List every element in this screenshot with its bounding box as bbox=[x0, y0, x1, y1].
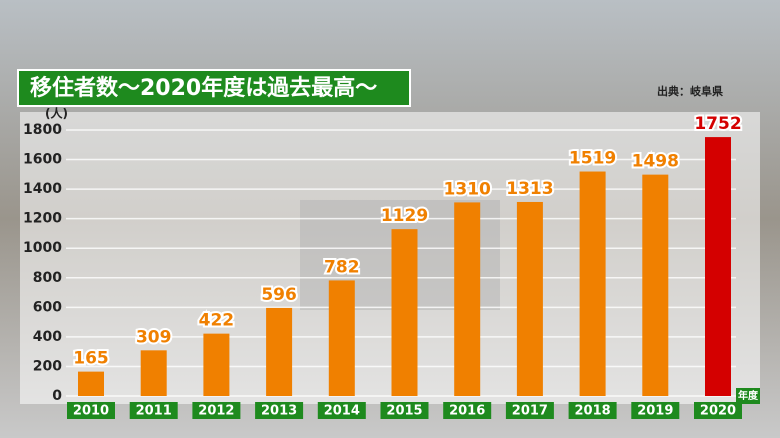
x-tick-box bbox=[129, 402, 178, 419]
y-tick-label: 1200 bbox=[23, 211, 62, 227]
bar bbox=[705, 137, 731, 397]
x-tick-box bbox=[505, 402, 554, 419]
value-label: 1129 bbox=[381, 206, 428, 226]
x-tick-label: 2017 bbox=[512, 404, 548, 419]
x-tick-box bbox=[568, 402, 617, 419]
y-tick-label: 1600 bbox=[23, 152, 62, 168]
x-tick-label: 2018 bbox=[575, 404, 611, 419]
y-tick-label: 1400 bbox=[23, 181, 62, 197]
x-tick-box bbox=[192, 402, 241, 419]
title-box bbox=[17, 69, 411, 107]
y-tick-label: 800 bbox=[33, 270, 62, 286]
value-label: 596 bbox=[261, 285, 297, 305]
value-label: 309 bbox=[136, 327, 172, 347]
bar bbox=[391, 229, 418, 396]
value-label: 422 bbox=[199, 311, 235, 331]
value-label: 1498 bbox=[632, 152, 679, 172]
bar bbox=[203, 333, 230, 396]
bar bbox=[140, 350, 167, 396]
y-axis-label: (人) bbox=[45, 106, 68, 121]
value-label: 1752 bbox=[694, 114, 741, 134]
x-tick-label: 2015 bbox=[386, 404, 422, 419]
x-tick-label: 2014 bbox=[324, 404, 360, 419]
y-tick-label: 1000 bbox=[23, 240, 62, 256]
y-tick-label: 600 bbox=[33, 299, 62, 315]
bar bbox=[642, 174, 669, 396]
x-tick-box bbox=[631, 402, 680, 419]
y-tick-label: 400 bbox=[33, 329, 62, 345]
x-label-box bbox=[736, 388, 760, 404]
x-tick-box bbox=[694, 402, 742, 419]
bar bbox=[454, 202, 481, 396]
value-label: 782 bbox=[324, 257, 360, 277]
x-tick-label: 2020 bbox=[700, 404, 736, 419]
x-tick-label: 2013 bbox=[261, 404, 297, 419]
value-label: 1310 bbox=[444, 179, 491, 199]
bar bbox=[516, 201, 543, 396]
x-tick-box bbox=[317, 402, 366, 419]
y-tick-label: 200 bbox=[33, 358, 62, 374]
y-tick-label: 1800 bbox=[23, 122, 62, 138]
source: 出典：岐阜県 bbox=[657, 84, 723, 98]
x-tick-label: 2012 bbox=[198, 404, 234, 419]
chart-title: 移住者数～2020年度は過去最高～ bbox=[30, 75, 377, 101]
x-tick-label: 2010 bbox=[73, 404, 109, 419]
bar bbox=[78, 371, 104, 396]
value-label: 1519 bbox=[569, 149, 616, 169]
x-tick-box bbox=[67, 402, 115, 419]
x-tick-box bbox=[255, 402, 304, 419]
x-tick-box bbox=[380, 402, 429, 419]
value-label: 165 bbox=[73, 349, 109, 369]
x-axis-label: 年度 bbox=[738, 389, 759, 402]
value-label: 1313 bbox=[506, 179, 553, 199]
x-tick-box bbox=[443, 402, 492, 419]
x-tick-label: 2011 bbox=[136, 404, 172, 419]
bar bbox=[328, 280, 355, 396]
x-tick-label: 2016 bbox=[449, 404, 485, 419]
bar bbox=[266, 307, 293, 396]
x-tick-label: 2019 bbox=[637, 404, 673, 419]
y-tick-label: 0 bbox=[52, 388, 62, 404]
bar bbox=[579, 171, 606, 396]
